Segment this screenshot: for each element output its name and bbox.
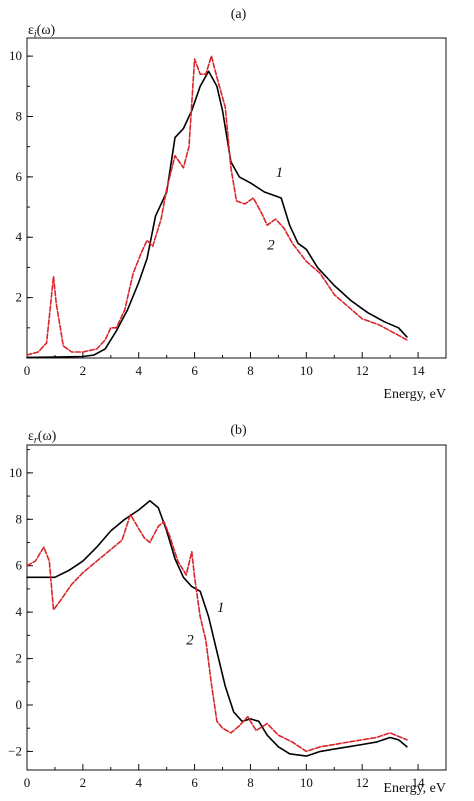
y-tick-label: 2 [16,651,23,666]
y-tick-label: 2 [16,290,23,305]
x-tick-label: 4 [135,775,142,790]
series-line-2 [26,513,408,753]
x-tick-label: 6 [191,363,198,378]
y-tick-label: 6 [16,169,23,184]
series-label-1: 1 [217,600,225,616]
series-label-1: 1 [276,165,284,181]
y-axis-title: εi(ω) [28,23,56,40]
x-tick-label: 8 [247,775,254,790]
panel-label: (a) [231,7,247,22]
x-tick-label: 0 [24,363,31,378]
y-tick-label: 10 [9,465,22,480]
series-line-2 [26,55,408,356]
y-tick-label: 4 [16,229,23,244]
x-axis-title: Energy, eV [383,781,446,796]
series-label-2: 2 [186,633,194,649]
y-tick-label: 10 [9,48,22,63]
y-axis-title: εr(ω) [28,429,57,446]
x-tick-label: 4 [135,363,142,378]
y-tick-label: 8 [16,108,23,123]
y-tick-label: 8 [16,511,23,526]
x-tick-label: 10 [300,775,313,790]
x-tick-label: 10 [300,363,313,378]
y-tick-label: 0 [16,697,23,712]
x-tick-label: 2 [80,363,87,378]
x-tick-label: 6 [191,775,198,790]
y-tick-label: 6 [16,558,23,573]
y-axis-title-tail: (ω) [38,429,57,444]
y-tick-label: −2 [8,743,22,758]
series-label-2: 2 [267,237,275,253]
plot-frame [26,444,447,771]
y-axis-title-main: ε [28,23,34,38]
y-axis-title-sub: i [34,29,37,40]
x-tick-label: 0 [24,775,31,790]
x-axis-title: Energy, eV [383,387,446,402]
y-axis-title-tail: (ω) [37,23,56,38]
series-line-1 [26,499,408,757]
x-tick-label: 14 [412,363,426,378]
x-tick-label: 8 [247,363,254,378]
y-axis-title-main: ε [28,429,34,444]
series-line-1 [26,70,408,359]
x-tick-label: 2 [80,775,87,790]
x-tick-label: 14 [412,775,426,790]
y-tick-label: 4 [16,604,23,619]
panel-label: (b) [230,423,247,438]
plot-frame [26,37,447,359]
x-tick-label: 12 [356,363,369,378]
x-tick-label: 12 [356,775,369,790]
y-axis-title-sub: r [34,435,38,446]
